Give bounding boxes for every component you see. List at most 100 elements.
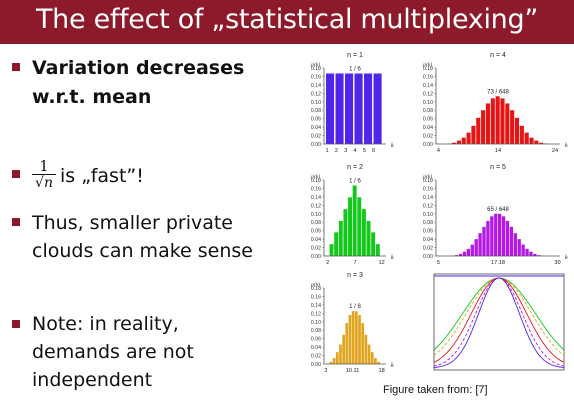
chart-4-y-tick-label: 0.08 — [423, 220, 433, 226]
chart-4-bar — [458, 253, 463, 256]
chart-5-title: n = 3 — [347, 272, 363, 279]
chart-1-y-tick-label: 0.16 — [311, 74, 321, 80]
chart-5-bar — [332, 358, 336, 364]
chart-4-y-tick-label: 0.12 — [423, 203, 433, 209]
chart-2-bar — [529, 137, 534, 144]
chart-4-bar — [521, 244, 525, 256]
bullet-marker — [12, 170, 20, 178]
figure-caption: Figure taken from: [7] — [383, 384, 488, 396]
chart-1-bar — [326, 73, 335, 144]
chart-2-bar — [519, 125, 524, 144]
chart-3-y-tick-label: 0.08 — [311, 220, 321, 226]
chart-5-y-tick-label: 0.04 — [311, 345, 321, 351]
chart-2-bar — [500, 98, 505, 144]
chart-2-y-tick-label: 0.02 — [423, 134, 433, 140]
chart-4-bar — [478, 233, 482, 256]
chart-3-x-tick-label: 2 — [326, 260, 329, 266]
bullet-4-line-2: demands are not — [32, 341, 194, 363]
chart-5-y-label: p(k) — [310, 281, 320, 288]
chart-1-x-tick-label: 5 — [363, 148, 366, 154]
chart-4-y-tick-label: 0.16 — [423, 186, 433, 192]
chart-4-bar — [490, 216, 494, 256]
chart-4-bar — [517, 239, 521, 256]
chart-5-bar — [370, 352, 374, 364]
chart-3-y-tick-label: 0.16 — [311, 186, 321, 192]
chart-4-y-tick-label: 0.06 — [423, 229, 433, 235]
chart-1-bar — [354, 73, 363, 144]
chart-3-y-tick-label: 0.14 — [311, 195, 321, 201]
chart-4-bar — [505, 220, 510, 256]
overlay-series-curve — [433, 277, 565, 367]
chart-3-y-tick-label: 0.18 — [311, 178, 321, 184]
bullet-marker — [12, 63, 20, 71]
chart-5-bar — [364, 334, 368, 364]
chart-2-bar — [466, 132, 471, 144]
fraction-denominator: √n — [32, 174, 56, 191]
chart-1-bar — [345, 73, 354, 144]
chart-2-bar — [505, 103, 510, 144]
chart-5-y-tick-label: 0.08 — [311, 328, 321, 334]
chart-4-x-tick-label: 5 — [437, 260, 440, 266]
chart-2-bar — [485, 103, 491, 144]
chart-2-bar — [510, 110, 515, 144]
chart-3-bar — [357, 197, 362, 256]
chart-2-bar — [534, 140, 539, 144]
chart-2-y-tick-label: 0.10 — [423, 100, 433, 106]
chart-2-y-tick-label: 0.06 — [423, 117, 433, 123]
chart-4-bar — [494, 213, 498, 256]
chart-2-x-tick-label: 14 — [495, 148, 501, 154]
bullet-2-text: is „fast”! — [60, 165, 144, 187]
chart-4-x-tick-label: 30 — [554, 260, 560, 266]
chart-4-bar — [482, 226, 486, 256]
chart-5-bar — [361, 323, 365, 364]
chart-5-y-tick-label: 0.10 — [311, 320, 321, 326]
chart-5-bar — [342, 334, 345, 364]
chart-5-bar — [348, 315, 352, 364]
chart-5-bar — [329, 361, 333, 364]
chart-4-x-label: k — [565, 255, 568, 261]
chart-1-y-tick-label: 0.12 — [311, 91, 321, 97]
chart-1-x-tick-label: 6 — [372, 148, 375, 154]
chart-4-y-tick-label: 0.00 — [423, 254, 433, 260]
chart-3-bar — [366, 220, 371, 256]
chart-3-x-tick-label: 12 — [379, 260, 385, 266]
overlay-chart-frame — [433, 273, 565, 371]
chart-1-y-tick-label: 0.02 — [311, 134, 321, 140]
bullet-1-line-2: w.r.t. mean — [32, 86, 152, 108]
chart-5-y-tick-label: 0.16 — [311, 294, 321, 300]
chart-2-bar — [481, 110, 486, 144]
chart-5-y-tick-label: 0.02 — [311, 354, 321, 360]
chart-5-x-tick-label: 10.11 — [346, 368, 360, 374]
chart-1-y-tick-label: 0.08 — [311, 108, 321, 114]
chart-3-bar — [352, 185, 357, 256]
chart-1-y-tick-label: 0.18 — [311, 66, 321, 72]
chart-4-bar — [509, 226, 514, 256]
one-over-sqrt-n-fraction: 1 √n — [32, 158, 56, 191]
chart-5-bar — [345, 323, 349, 364]
chart-2-bar — [514, 117, 520, 144]
chart-2-bar — [539, 142, 544, 144]
chart-4-y-tick-label: 0.02 — [423, 246, 433, 252]
chart-3-bar — [371, 232, 376, 256]
chart-3-annotation: 1 / 6 — [349, 178, 361, 184]
chart-5-bar — [377, 361, 380, 364]
chart-5-y-tick-label: 0.00 — [311, 362, 321, 368]
chart-1-x-tick-label: 2 — [335, 148, 338, 154]
chart-5-y-tick-label: 0.12 — [311, 311, 321, 317]
chart-1-x-tick-label: 3 — [344, 148, 347, 154]
chart-2-bar — [452, 142, 457, 144]
chart-5-y-tick-label: 0.18 — [311, 286, 321, 292]
chart-4-bar — [529, 251, 533, 256]
chart-5-x-tick-label: 3 — [324, 368, 327, 374]
chart-4-x-tick-label: 17.18 — [491, 260, 505, 266]
chart-4-bar — [513, 233, 517, 256]
chart-4-bar — [533, 253, 537, 256]
chart-2-title: n = 4 — [490, 52, 506, 59]
chart-3-y-tick-label: 0.12 — [311, 203, 321, 209]
bullet-4-line-3: independent — [32, 369, 153, 391]
chart-5-bar — [367, 344, 371, 364]
chart-3-y-tick-label: 0.06 — [311, 229, 321, 235]
chart-4-y-label: p(k) — [422, 173, 432, 180]
bullet-marker — [12, 320, 20, 328]
chart-1-y-tick-label: 0.06 — [311, 117, 321, 123]
